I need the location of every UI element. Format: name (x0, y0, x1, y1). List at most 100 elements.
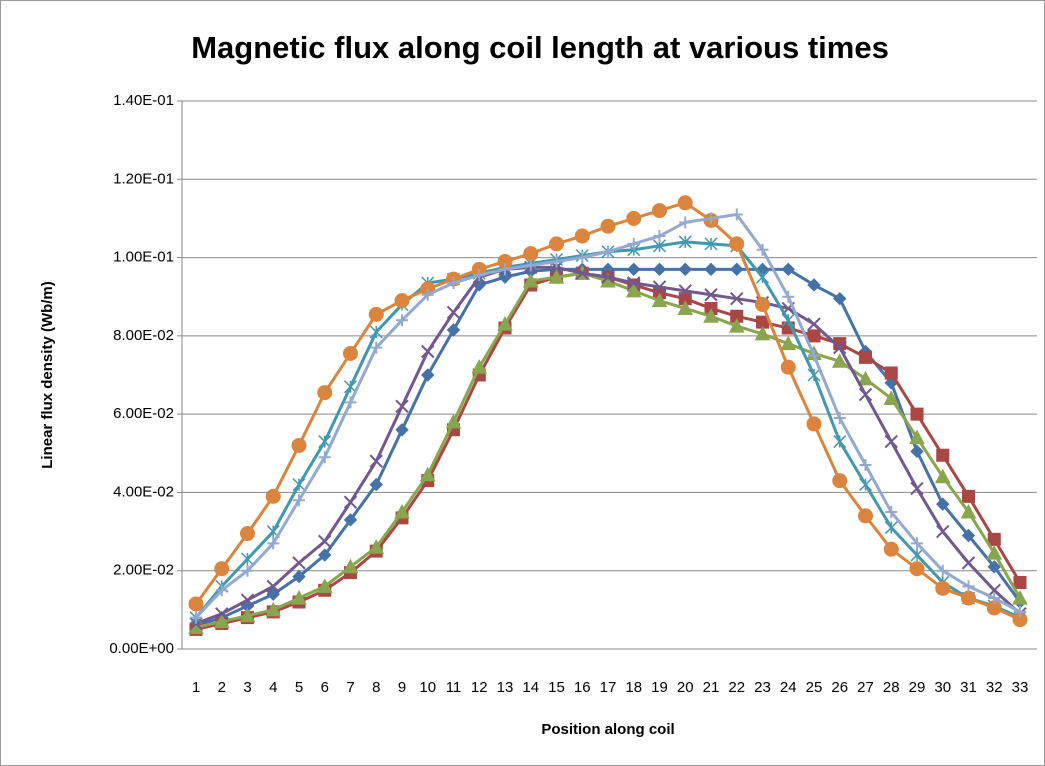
marker (497, 316, 513, 331)
marker (652, 262, 667, 277)
marker (960, 503, 977, 519)
marker (266, 579, 280, 594)
marker (292, 569, 306, 584)
x-tick-label: 25 (806, 679, 823, 696)
marker (421, 368, 435, 382)
marker (549, 236, 564, 252)
marker (885, 506, 898, 518)
marker (677, 195, 693, 211)
marker (678, 262, 692, 277)
marker (832, 473, 848, 489)
marker (627, 262, 641, 277)
marker (652, 280, 667, 294)
marker (1014, 605, 1026, 618)
marker (936, 497, 950, 511)
marker (548, 269, 565, 284)
marker (987, 583, 1001, 597)
marker (419, 466, 436, 482)
marker (522, 273, 539, 288)
marker (316, 578, 333, 593)
x-axis-title: Position along coil (541, 721, 674, 738)
marker (857, 370, 874, 386)
marker (833, 291, 847, 306)
marker (626, 210, 642, 226)
marker (910, 444, 924, 459)
marker (936, 564, 949, 577)
marker (807, 329, 821, 343)
marker (858, 478, 873, 492)
marker (394, 503, 410, 519)
marker (396, 314, 408, 327)
marker (575, 266, 589, 280)
marker (756, 315, 769, 329)
x-tick-label: 26 (831, 679, 848, 696)
series (188, 195, 1028, 628)
marker (395, 399, 409, 414)
marker (214, 561, 230, 577)
marker (1012, 590, 1028, 605)
x-tick-label: 29 (909, 679, 926, 696)
marker (498, 270, 512, 284)
marker (858, 387, 873, 402)
marker (368, 539, 385, 554)
marker (266, 587, 280, 601)
marker (936, 448, 950, 462)
marker (909, 561, 925, 577)
x-tick-label: 2 (218, 679, 226, 696)
marker (833, 435, 847, 449)
marker (627, 237, 640, 250)
marker (318, 548, 332, 562)
x-tick-label: 19 (651, 679, 668, 696)
marker (859, 459, 872, 472)
marker (215, 607, 229, 621)
marker (368, 306, 384, 322)
x-tick-label: 1 (192, 679, 200, 696)
marker (703, 308, 719, 323)
x-tick-label: 30 (934, 679, 951, 696)
marker (884, 521, 898, 535)
marker (188, 596, 204, 612)
x-tick-label: 8 (372, 679, 380, 696)
marker (213, 613, 230, 629)
marker (936, 524, 950, 539)
marker (267, 537, 280, 550)
marker (291, 590, 307, 605)
marker (265, 601, 282, 617)
marker (807, 278, 821, 292)
marker (831, 353, 848, 368)
marker (343, 495, 358, 509)
x-tick-label: 20 (677, 679, 694, 696)
marker (883, 541, 899, 557)
x-tick-label: 31 (960, 679, 977, 696)
marker (704, 288, 718, 302)
marker (446, 305, 461, 320)
x-tick-label: 16 (574, 679, 591, 696)
marker (910, 548, 924, 562)
marker (704, 262, 718, 277)
y-tick-label: 2.00E-02 (113, 562, 174, 579)
marker (499, 263, 511, 276)
marker (550, 255, 563, 268)
series (190, 208, 1026, 624)
marker (807, 368, 821, 382)
marker (962, 580, 975, 593)
marker (987, 560, 1001, 574)
marker (705, 212, 717, 225)
marker (911, 537, 923, 550)
marker (370, 341, 383, 354)
marker (343, 345, 358, 361)
marker (473, 269, 486, 282)
marker (961, 590, 976, 606)
marker (395, 423, 409, 437)
chart-title: Magnetic flux along coil length at vario… (191, 30, 889, 65)
x-tick-label: 3 (243, 679, 251, 696)
marker (961, 556, 976, 570)
marker (909, 429, 925, 445)
marker (291, 437, 307, 453)
marker (369, 454, 383, 468)
y-tick-label: 4.00E-02 (113, 483, 174, 500)
x-tick-label: 10 (419, 679, 436, 696)
marker (343, 513, 358, 527)
marker (806, 416, 822, 432)
